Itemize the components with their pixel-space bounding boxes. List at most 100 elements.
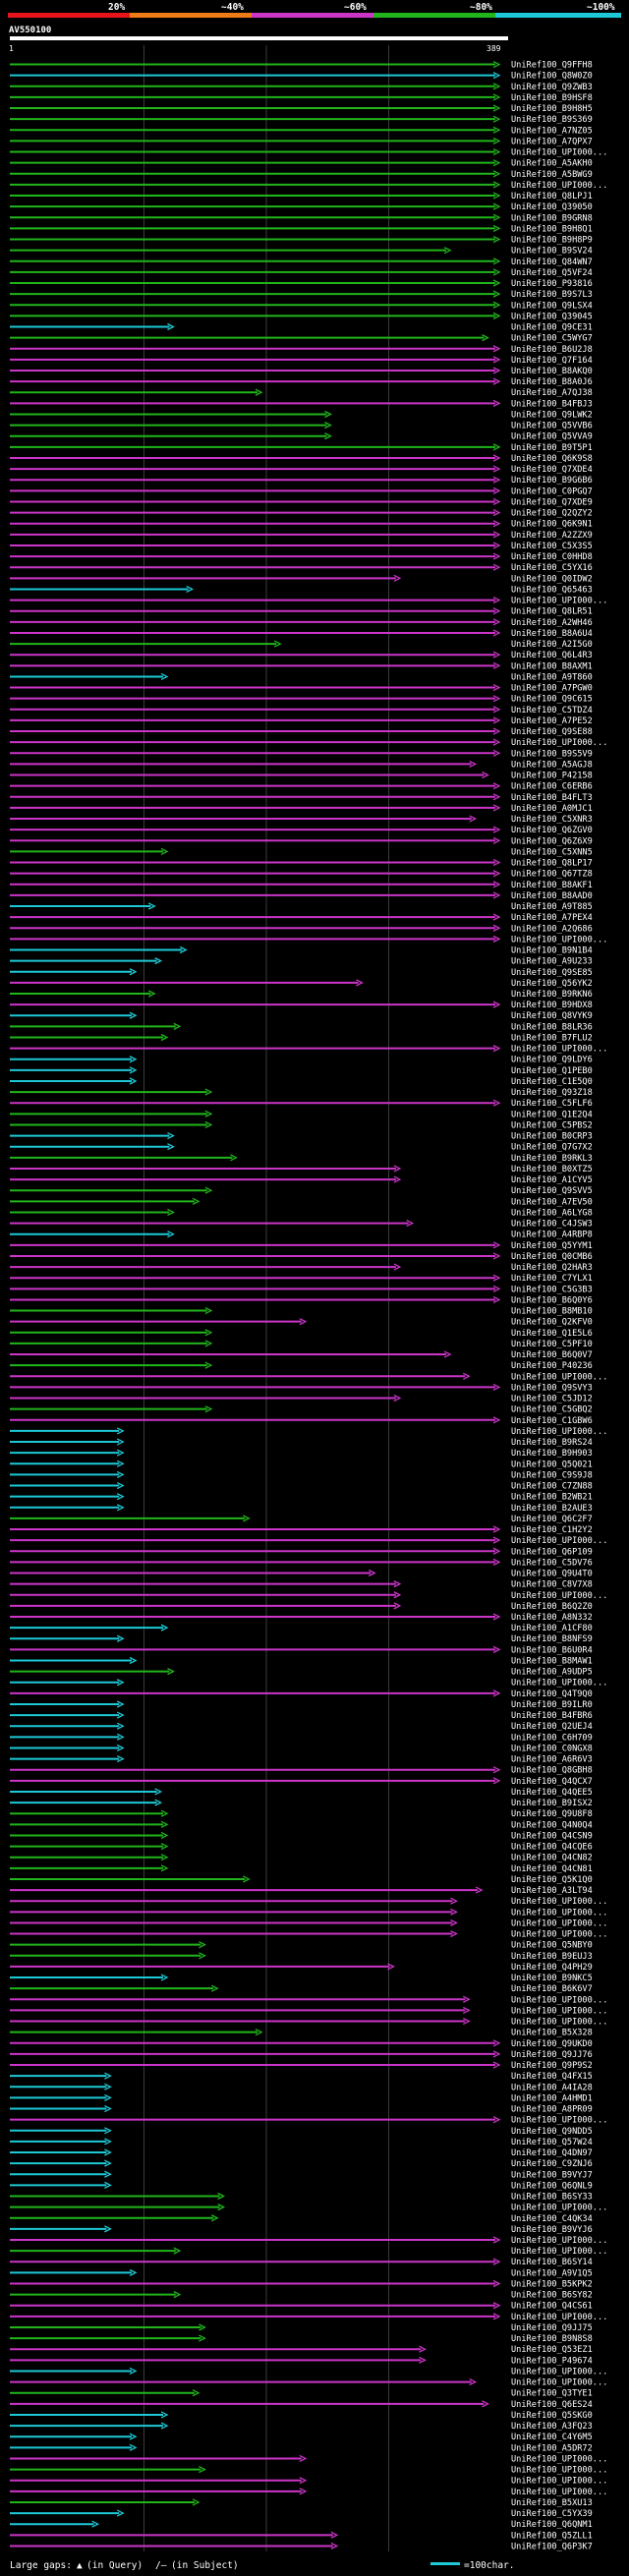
hit-row[interactable]: UniRef100_B5X328 <box>10 2029 593 2038</box>
hit-row[interactable]: UniRef100_Q93Z18 <box>10 1088 593 1098</box>
hit-label[interactable]: UniRef100_B9HSF8 <box>511 93 593 103</box>
hit-label[interactable]: UniRef100_C5X3S5 <box>511 542 593 551</box>
hit-label[interactable]: UniRef100_C5PBS2 <box>511 1120 593 1130</box>
hit-label[interactable]: UniRef100_B8AKF1 <box>511 881 593 890</box>
hit-row[interactable]: UniRef100_A4HMD1 <box>10 2093 593 2103</box>
hit-label[interactable]: UniRef100_A5AKH0 <box>511 159 593 169</box>
hit-label[interactable]: UniRef100_B9H8P9 <box>511 236 593 246</box>
hit-row[interactable]: UniRef100_Q3TYE1 <box>10 2389 593 2399</box>
hit-label[interactable]: UniRef100_Q2HAR3 <box>511 1263 593 1273</box>
hit-label[interactable]: UniRef100_Q6Z6X9 <box>511 836 593 846</box>
hit-label[interactable]: UniRef100_UPI000... <box>511 597 607 606</box>
hit-label[interactable]: UniRef100_C0PGQ7 <box>511 487 593 496</box>
hit-row[interactable]: UniRef100_C5GBQ2 <box>10 1405 593 1415</box>
hit-label[interactable]: UniRef100_Q3TYE1 <box>511 2389 593 2399</box>
hit-label[interactable]: UniRef100_B9HDX8 <box>511 1001 593 1010</box>
hit-row[interactable]: UniRef100_C7YLX1 <box>10 1274 593 1284</box>
hit-label[interactable]: UniRef100_B6Q2Z0 <box>511 1602 593 1612</box>
hit-row[interactable]: UniRef100_B6Q0V7 <box>10 1350 593 1360</box>
hit-label[interactable]: UniRef100_Q4N0Q4 <box>511 1820 593 1830</box>
hit-row[interactable]: UniRef100_A7PE52 <box>10 716 593 726</box>
hit-row[interactable]: UniRef100_UPI000... <box>10 2236 607 2246</box>
hit-row[interactable]: UniRef100_Q7F164 <box>10 356 593 366</box>
hit-row[interactable]: UniRef100_B9H8P9 <box>10 236 593 246</box>
hit-label[interactable]: UniRef100_Q2KFV0 <box>511 1318 593 1328</box>
hit-label[interactable]: UniRef100_B6SY82 <box>511 2291 593 2301</box>
hit-label[interactable]: UniRef100_UPI000... <box>511 935 607 945</box>
hit-label[interactable]: UniRef100_C9S9J8 <box>511 1470 593 1480</box>
hit-row[interactable]: UniRef100_B9N1B4 <box>10 946 593 956</box>
hit-row[interactable]: UniRef100_B9HSF8 <box>10 93 593 103</box>
hit-label[interactable]: UniRef100_UPI000... <box>511 2018 607 2028</box>
hit-label[interactable]: UniRef100_A4IA28 <box>511 2083 593 2092</box>
hit-row[interactable]: UniRef100_B8LR36 <box>10 1022 593 1032</box>
hit-row[interactable]: UniRef100_Q9SVY3 <box>10 1383 593 1393</box>
hit-row[interactable]: UniRef100_Q4CS61 <box>10 2302 593 2312</box>
hit-label[interactable]: UniRef100_B4FBR6 <box>511 1711 593 1721</box>
hit-row[interactable]: UniRef100_Q5VF24 <box>10 268 593 278</box>
hit-label[interactable]: UniRef100_Q2QZY2 <box>511 509 593 519</box>
hit-row[interactable]: UniRef100_Q9JJ76 <box>10 2050 593 2060</box>
hit-label[interactable]: UniRef100_Q9JJ75 <box>511 2323 593 2333</box>
hit-label[interactable]: UniRef100_Q9LDY6 <box>511 1056 593 1065</box>
hit-label[interactable]: UniRef100_Q6QNL9 <box>511 2181 593 2191</box>
hit-label[interactable]: UniRef100_Q9LSX4 <box>511 301 593 311</box>
hit-label[interactable]: UniRef100_Q4T9Q0 <box>511 1689 593 1699</box>
hit-label[interactable]: UniRef100_UPI000... <box>511 2116 607 2126</box>
hit-row[interactable]: UniRef100_Q56YK2 <box>10 979 593 989</box>
hit-row[interactable]: UniRef100_Q6K9S8 <box>10 454 593 464</box>
hit-label[interactable]: UniRef100_B9SV24 <box>511 247 593 257</box>
hit-label[interactable]: UniRef100_Q56YK2 <box>511 979 593 989</box>
hit-row[interactable]: UniRef100_C5WYG7 <box>10 334 593 344</box>
hit-label[interactable]: UniRef100_B6SY14 <box>511 2258 593 2267</box>
hit-row[interactable]: UniRef100_Q4T9Q0 <box>10 1689 593 1699</box>
hit-row[interactable]: UniRef100_B8MAW1 <box>10 1656 593 1666</box>
hit-label[interactable]: UniRef100_B9N1B4 <box>511 946 593 956</box>
hit-label[interactable]: UniRef100_Q1E2Q4 <box>511 1110 593 1119</box>
hit-label[interactable]: UniRef100_Q8LR51 <box>511 607 593 617</box>
hit-label[interactable]: UniRef100_B0XTZ5 <box>511 1165 593 1174</box>
hit-row[interactable]: UniRef100_Q1PEB0 <box>10 1066 593 1076</box>
hit-label[interactable]: UniRef100_UPI000... <box>511 2454 607 2464</box>
hit-label[interactable]: UniRef100_C7YLX1 <box>511 1274 593 1284</box>
hit-label[interactable]: UniRef100_Q8GBH8 <box>511 1766 593 1776</box>
hit-label[interactable]: UniRef100_A4RBP8 <box>511 1231 593 1240</box>
hit-row[interactable]: UniRef100_UPI000... <box>10 1372 607 1382</box>
hit-label[interactable]: UniRef100_Q6K9S8 <box>511 454 593 464</box>
hit-label[interactable]: UniRef100_P49674 <box>511 2356 593 2366</box>
hit-label[interactable]: UniRef100_B6U0R4 <box>511 1645 593 1655</box>
hit-row[interactable]: UniRef100_C5XNR3 <box>10 815 593 825</box>
hit-row[interactable]: UniRef100_UPI000... <box>10 2116 607 2126</box>
hit-row[interactable]: UniRef100_Q6Z6X9 <box>10 836 593 846</box>
hit-row[interactable]: UniRef100_Q2UEJ4 <box>10 1722 593 1732</box>
hit-row[interactable]: UniRef100_Q6ES24 <box>10 2400 593 2410</box>
hit-row[interactable]: UniRef100_Q9ZWB3 <box>10 83 593 92</box>
hit-row[interactable]: UniRef100_Q6P109 <box>10 1547 593 1557</box>
hit-row[interactable]: UniRef100_UPI000... <box>10 181 607 191</box>
hit-row[interactable]: UniRef100_Q8W0Z0 <box>10 72 593 82</box>
hit-label[interactable]: UniRef100_B9H8Q1 <box>511 224 593 234</box>
hit-row[interactable]: UniRef100_C0PGQ7 <box>10 487 593 496</box>
hit-label[interactable]: UniRef100_B2AUE3 <box>511 1504 593 1514</box>
hit-label[interactable]: UniRef100_Q1PEB0 <box>511 1066 593 1076</box>
hit-label[interactable]: UniRef100_C7ZN88 <box>511 1482 593 1492</box>
hit-row[interactable]: UniRef100_Q0CMB6 <box>10 1252 593 1262</box>
hit-label[interactable]: UniRef100_B8AKQ0 <box>511 367 593 376</box>
hit-label[interactable]: UniRef100_A9T860 <box>511 672 593 682</box>
hit-label[interactable]: UniRef100_C1E5Q0 <box>511 1077 593 1087</box>
hit-label[interactable]: UniRef100_P93816 <box>511 279 593 289</box>
hit-row[interactable]: UniRef100_C5FLF6 <box>10 1099 593 1109</box>
hit-label[interactable]: UniRef100_UPI000... <box>511 2466 607 2476</box>
hit-row[interactable]: UniRef100_B9VYJ7 <box>10 2170 593 2180</box>
hit-row[interactable]: UniRef100_A8PR09 <box>10 2105 593 2115</box>
hit-label[interactable]: UniRef100_B6U2J8 <box>511 345 593 355</box>
hit-label[interactable]: UniRef100_Q5YYM1 <box>511 1241 593 1251</box>
hit-row[interactable]: UniRef100_C7ZN88 <box>10 1482 593 1492</box>
hit-row[interactable]: UniRef100_A5DR72 <box>10 2443 593 2453</box>
hit-label[interactable]: UniRef100_B9RS24 <box>511 1438 593 1448</box>
hit-label[interactable]: UniRef100_Q9P9S2 <box>511 2061 593 2071</box>
hit-label[interactable]: UniRef100_B9N8S8 <box>511 2334 593 2344</box>
hit-label[interactable]: UniRef100_B9GRN8 <box>511 213 593 223</box>
hit-label[interactable]: UniRef100_UPI000... <box>511 1372 607 1382</box>
hit-label[interactable]: UniRef100_B9RKN6 <box>511 990 593 1000</box>
